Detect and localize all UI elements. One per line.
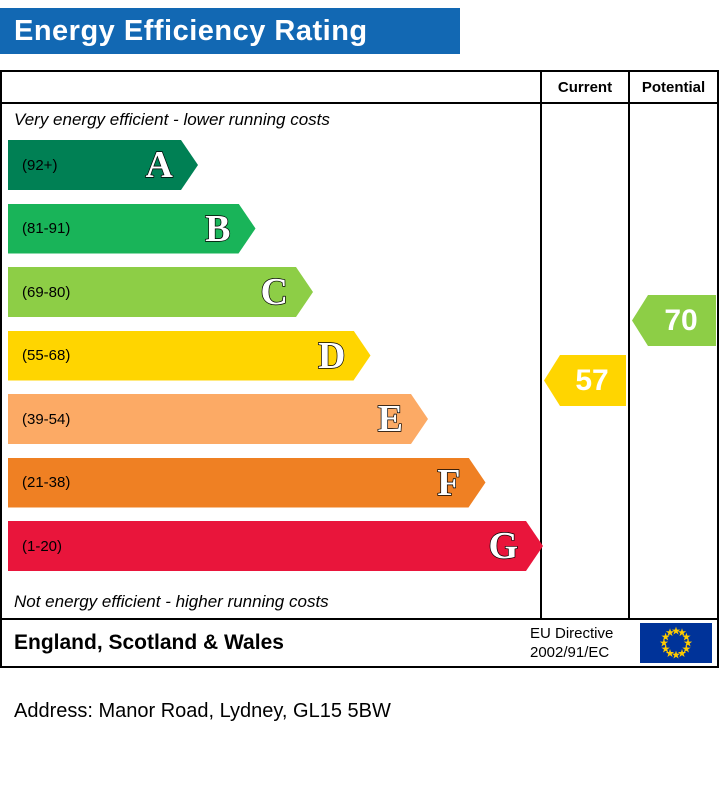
current-rating-value: 57 (575, 363, 609, 397)
band-d: (55-68) D (8, 331, 371, 381)
band-d-range-label: (55-68) (22, 347, 71, 364)
band-c: (69-80) C (8, 267, 313, 317)
address-text: Address: Manor Road, Lydney, GL15 5BW (14, 700, 391, 722)
band-f-letter: F (437, 461, 461, 504)
band-e-range-label: (39-54) (22, 410, 71, 428)
potential-column-header: Potential (641, 78, 706, 96)
bottom-note: Not energy efficient - higher running co… (14, 592, 329, 611)
title-bar: Energy Efficiency Rating (0, 8, 460, 54)
band-c-letter: C (260, 271, 288, 313)
band-f-range-label: (21-38) (22, 474, 71, 491)
footer-bar: England, Scotland & Wales EU Directive 2… (0, 618, 719, 668)
band-g: (1-20) G (8, 521, 543, 571)
band-c-range-label: (69-80) (22, 283, 71, 301)
band-b: (81-91) B (8, 204, 256, 254)
top-note: Very energy efficient - lower running co… (14, 110, 330, 129)
band-b-range-label: (81-91) (22, 220, 71, 237)
band-b-letter: B (205, 207, 231, 250)
band-e: (39-54) E (8, 394, 428, 444)
band-g-letter: G (488, 525, 518, 567)
current-column-header: Current (557, 78, 613, 96)
band-a: (92+) A (8, 140, 198, 190)
eu-directive-label: EU Directive 2002/91/EC (530, 624, 613, 662)
band-f: (21-38) F (8, 458, 486, 508)
column-divider-potential (628, 72, 630, 618)
potential-rating-value: 70 (664, 303, 698, 337)
eu-directive-line2: 2002/91/EC (530, 644, 610, 661)
region-label: England, Scotland & Wales (14, 631, 284, 654)
chart-header-row (2, 72, 717, 104)
eu-directive-line1: EU Directive (530, 625, 614, 642)
eu-flag-icon (640, 623, 712, 668)
column-divider-current (540, 72, 542, 618)
band-d-letter: D (318, 334, 346, 377)
potential-rating-arrow: 70 (632, 295, 716, 346)
epc-chart: Current Potential Very energy efficient … (0, 70, 719, 620)
band-e-letter: E (377, 398, 403, 440)
current-rating-arrow: 57 (544, 355, 626, 406)
page-title: Energy Efficiency Rating (14, 14, 368, 47)
band-g-range-label: (1-20) (22, 537, 63, 555)
band-a-range-label: (92+) (22, 156, 58, 174)
band-a-letter: A (145, 144, 173, 186)
